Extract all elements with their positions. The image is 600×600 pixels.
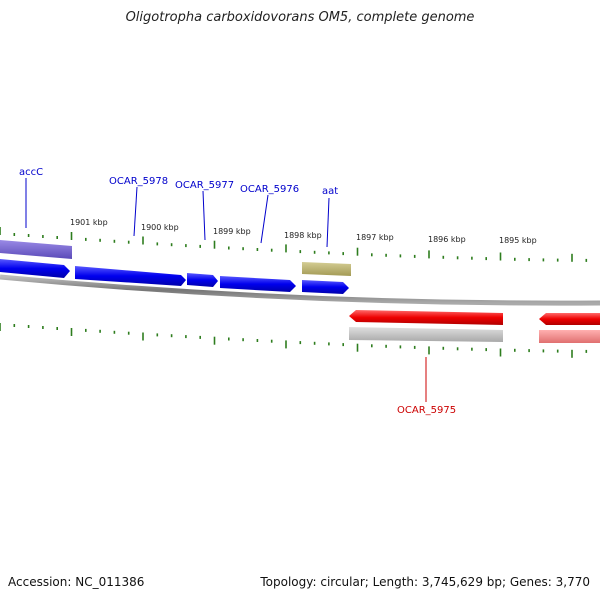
kbp-label: 1896 kbp — [428, 235, 466, 244]
ocar5976-gene-arrow[interactable] — [220, 276, 296, 292]
genome-backbone — [0, 274, 600, 306]
ocar5975-inner-feature[interactable] — [349, 327, 503, 342]
gene-label-aat[interactable]: aat — [322, 186, 338, 197]
gene-label-ocar5975[interactable]: OCAR_5975 — [397, 405, 456, 416]
ocar5977-gene-arrow[interactable] — [187, 273, 218, 287]
genome-title: Oligotropha carboxidovorans OM5, complet… — [125, 10, 475, 25]
reverse-gene-arrow[interactable] — [539, 313, 600, 325]
accC-feature[interactable] — [0, 240, 72, 259]
genome-stats-text: Topology: circular; Length: 3,745,629 bp… — [260, 575, 590, 589]
kbp-label: 1901 kbp — [70, 218, 108, 227]
aat-feature[interactable] — [302, 262, 351, 276]
kbp-label: 1900 kbp — [141, 223, 179, 232]
upper-tick-row — [0, 227, 588, 262]
kbp-label: 1899 kbp — [213, 227, 251, 236]
gene-label-ocar5977[interactable]: OCAR_5977 — [175, 180, 234, 191]
aat-gene-arrow[interactable] — [302, 280, 349, 294]
leader-line-ocar5976 — [260, 194, 269, 244]
kbp-label: 1898 kbp — [284, 231, 322, 240]
gene-label-ocar5976[interactable]: OCAR_5976 — [240, 184, 299, 195]
kbp-label: 1897 kbp — [356, 233, 394, 242]
gene-label-accC[interactable]: accC — [19, 167, 43, 178]
inner-feature-pink[interactable] — [539, 330, 600, 343]
ocar5978-gene-arrow[interactable] — [75, 266, 186, 286]
leader-line-ocar5978 — [133, 186, 138, 237]
kbp-label: 1895 kbp — [499, 236, 537, 245]
leader-line-ocar5977 — [202, 190, 206, 241]
ocar5975-gene-arrow[interactable] — [349, 310, 503, 325]
gene-label-ocar5978[interactable]: OCAR_5978 — [109, 176, 168, 187]
leader-line-aat — [326, 197, 330, 248]
accession-text: Accession: NC_011386 — [8, 575, 145, 589]
lower-tick-row — [0, 323, 588, 358]
forward-gene-arrow[interactable] — [0, 259, 70, 278]
